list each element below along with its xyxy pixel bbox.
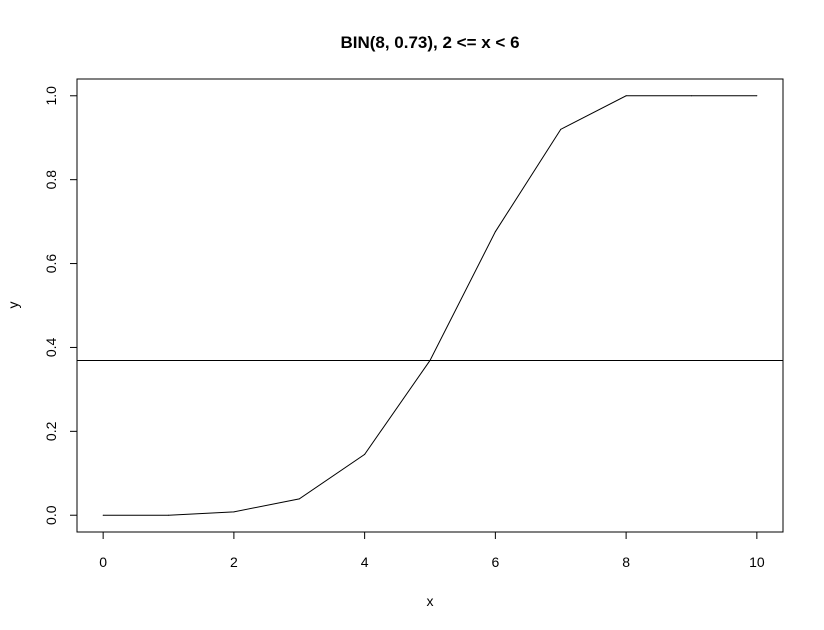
x-tick-label: 2 (230, 554, 238, 570)
series-layer (102, 95, 758, 516)
data-point (494, 231, 496, 233)
y-tick-label: 0.2 (43, 421, 59, 441)
data-point (298, 498, 300, 500)
x-tick-label: 0 (99, 554, 107, 570)
y-axis: 0.0 0.2 0.4 0.6 0.8 1.0 (43, 86, 78, 525)
x-tick-label: 8 (622, 554, 630, 570)
x-tick-label: 4 (361, 554, 369, 570)
data-point (233, 511, 235, 513)
data-point (102, 514, 104, 516)
series-line (103, 95, 757, 516)
y-axis-label: y (5, 302, 21, 309)
data-point (429, 359, 431, 361)
data-point (364, 453, 366, 455)
x-tick-label: 10 (749, 554, 765, 570)
x-axis: 0 2 4 6 8 10 (99, 531, 765, 570)
y-tick-label: 0.0 (43, 505, 59, 525)
chart-title: BIN(8, 0.73), 2 <= x < 6 (340, 33, 519, 52)
data-point (756, 95, 758, 97)
data-point (560, 128, 562, 130)
y-tick-label: 0.6 (43, 254, 59, 274)
data-point (168, 514, 170, 516)
x-axis-label: x (427, 593, 434, 609)
y-tick-label: 0.4 (43, 338, 59, 358)
data-point (690, 95, 692, 97)
x-tick-label: 6 (491, 554, 499, 570)
plot-frame (76, 78, 784, 533)
data-point (625, 95, 627, 97)
y-tick-label: 0.8 (43, 170, 59, 190)
y-tick-label: 1.0 (43, 86, 59, 106)
